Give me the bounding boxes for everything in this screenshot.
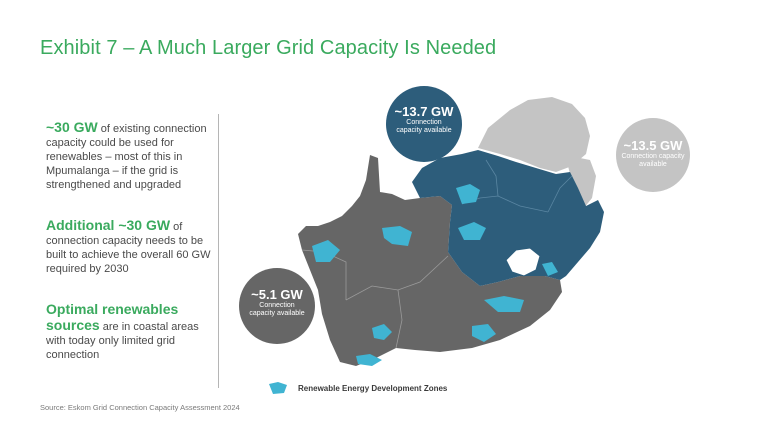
- province-borders: [301, 249, 449, 349]
- neighbour-country-east: [568, 158, 596, 208]
- provinces-blue: [412, 150, 604, 286]
- provinces-dark-grey: [298, 155, 562, 366]
- neighbour-country-north: [478, 97, 590, 172]
- redz-zone-5: [542, 262, 558, 276]
- redz-zone-3: [312, 240, 340, 262]
- key-point-3-text: are in coastal areas with today only lim…: [46, 321, 199, 361]
- key-points: ~30 GW of existing connection capacity c…: [46, 120, 214, 388]
- vertical-divider: [218, 114, 219, 388]
- redz-zone-8: [372, 324, 392, 340]
- map-legend-label: Renewable Energy Development Zones: [298, 383, 448, 393]
- capacity-bubble-east-value: ~13.5 GW: [623, 138, 683, 153]
- key-point-2-text: of connection capacity needs to be built…: [46, 221, 211, 275]
- redz-zone-7: [472, 324, 496, 342]
- capacity-bubble-north: ~13.7 GW Connection capacity available: [386, 86, 462, 162]
- redz-zone-9: [356, 354, 382, 366]
- capacity-bubble-west-value: ~5.1 GW: [251, 287, 303, 302]
- capacity-bubble-west-label: Connection capacity available: [249, 302, 305, 317]
- capacity-bubble-east: ~13.5 GW Connection capacity available: [616, 118, 690, 192]
- key-point-3-highlight: Optimal renewables sources: [46, 301, 179, 333]
- redz-zones: [312, 184, 558, 366]
- key-point-2: Additional ~30 GW of connection capacity…: [46, 218, 214, 276]
- redz-zone-4: [458, 222, 486, 240]
- capacity-bubble-east-label: Connection capacity available: [621, 153, 685, 168]
- key-point-1-highlight: ~30 GW: [46, 119, 98, 135]
- redz-zone-1: [456, 184, 480, 204]
- key-point-2-highlight: Additional ~30 GW: [46, 217, 171, 233]
- redz-zone-6: [484, 296, 524, 312]
- key-point-1-text: of existing connection capacity could be…: [46, 123, 207, 191]
- map-legend: Renewable Energy Development Zones: [268, 381, 447, 395]
- enclave-country: [505, 247, 541, 277]
- capacity-bubble-west: ~5.1 GW Connection capacity available: [239, 268, 315, 344]
- redz-legend-swatch-icon: [269, 382, 287, 394]
- source-note: Source: Eskom Grid Connection Capacity A…: [40, 403, 240, 412]
- page-title: Exhibit 7 – A Much Larger Grid Capacity …: [40, 37, 497, 59]
- capacity-bubble-north-label: Connection capacity available: [396, 119, 452, 134]
- key-point-3: Optimal renewables sources are in coasta…: [46, 302, 214, 362]
- redz-zone-2: [382, 226, 412, 246]
- key-point-1: ~30 GW of existing connection capacity c…: [46, 120, 214, 192]
- capacity-bubble-north-value: ~13.7 GW: [394, 104, 454, 119]
